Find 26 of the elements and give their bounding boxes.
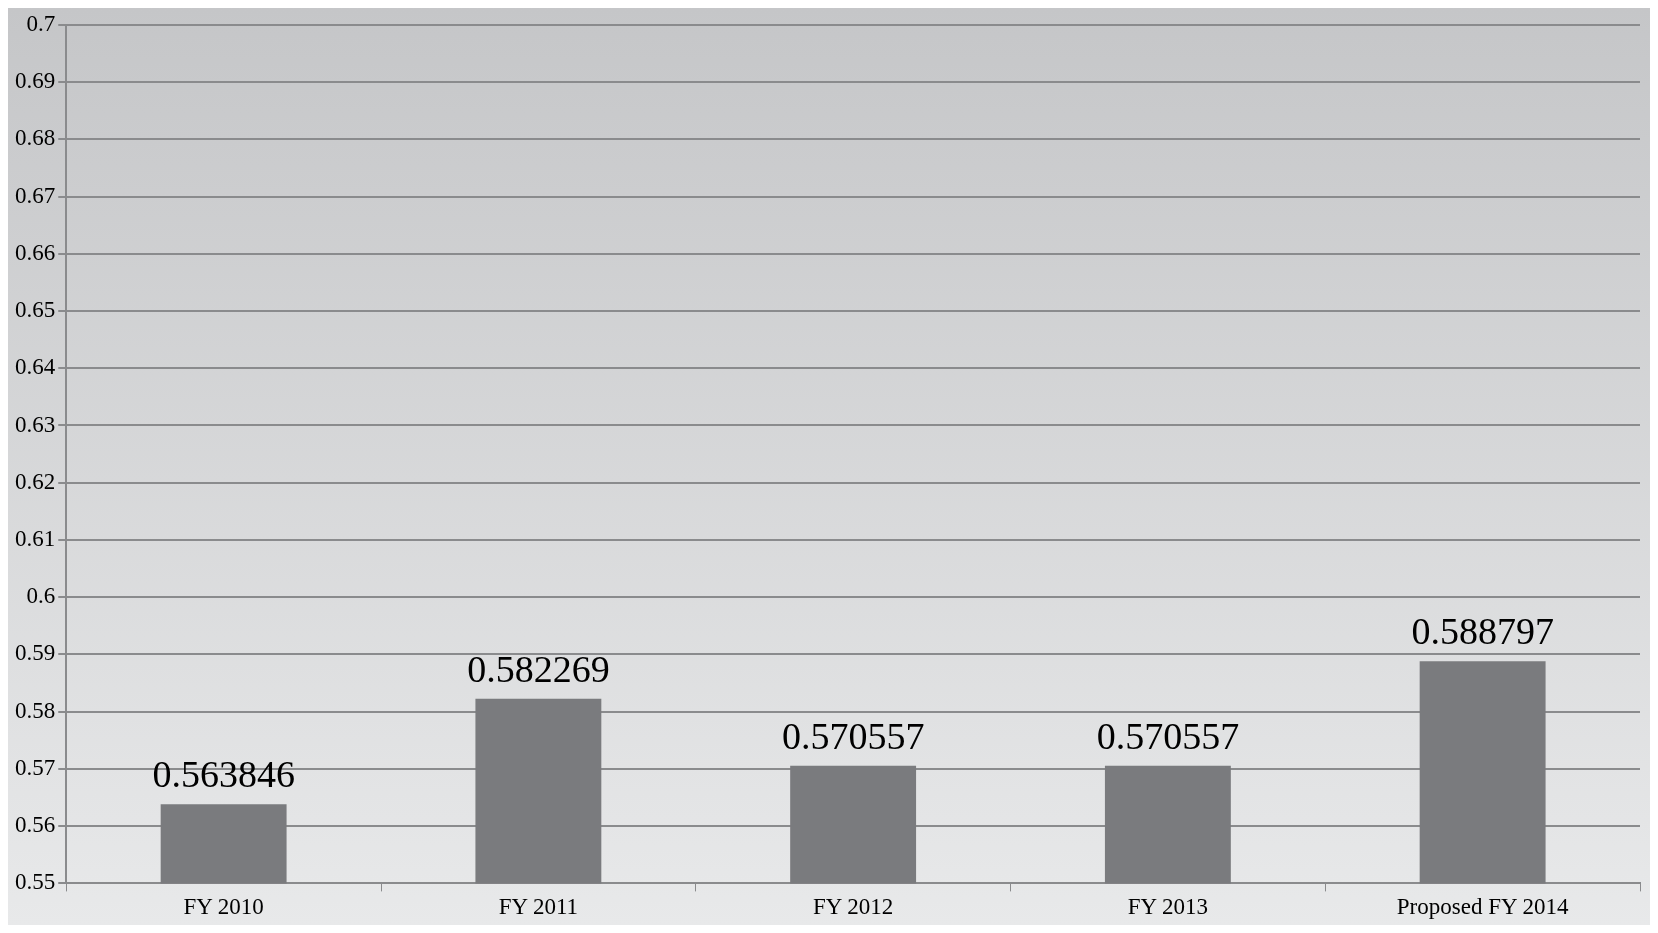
y-tick-label: 0.69 (15, 68, 56, 94)
data-label: 0.570557 (1096, 714, 1240, 757)
y-tick-label: 0.67 (15, 182, 56, 208)
y-tick-label: 0.63 (15, 411, 56, 437)
y-tick-label: 0.65 (15, 297, 56, 323)
y-tick-label: 0.57 (15, 754, 56, 780)
y-tick-label: 0.55 (15, 869, 56, 895)
x-tick-label: FY 2013 (1127, 894, 1209, 920)
y-tick-label: 0.7 (26, 10, 56, 36)
data-label: 0.563846 (152, 753, 295, 796)
y-tick-label: 0.61 (15, 526, 56, 552)
y-tick-label: 0.64 (15, 354, 56, 380)
data-label: 0.582269 (467, 647, 610, 690)
y-tick-label: 0.6 (26, 583, 56, 609)
x-tick-label: FY 2011 (498, 894, 579, 920)
y-tick-label: 0.62 (15, 468, 56, 494)
y-tick-label: 0.58 (15, 697, 56, 723)
x-tick-label: FY 2012 (812, 894, 894, 920)
x-tick-label: Proposed FY 2014 (1396, 894, 1569, 920)
y-tick-label: 0.66 (15, 239, 56, 265)
data-label: 0.588797 (1411, 610, 1554, 653)
x-tick-label: FY 2010 (183, 894, 264, 920)
y-tick-label: 0.56 (15, 812, 56, 838)
y-tick-label: 0.68 (15, 125, 56, 151)
data-label: 0.570557 (781, 714, 925, 757)
y-tick-label: 0.59 (15, 640, 56, 666)
